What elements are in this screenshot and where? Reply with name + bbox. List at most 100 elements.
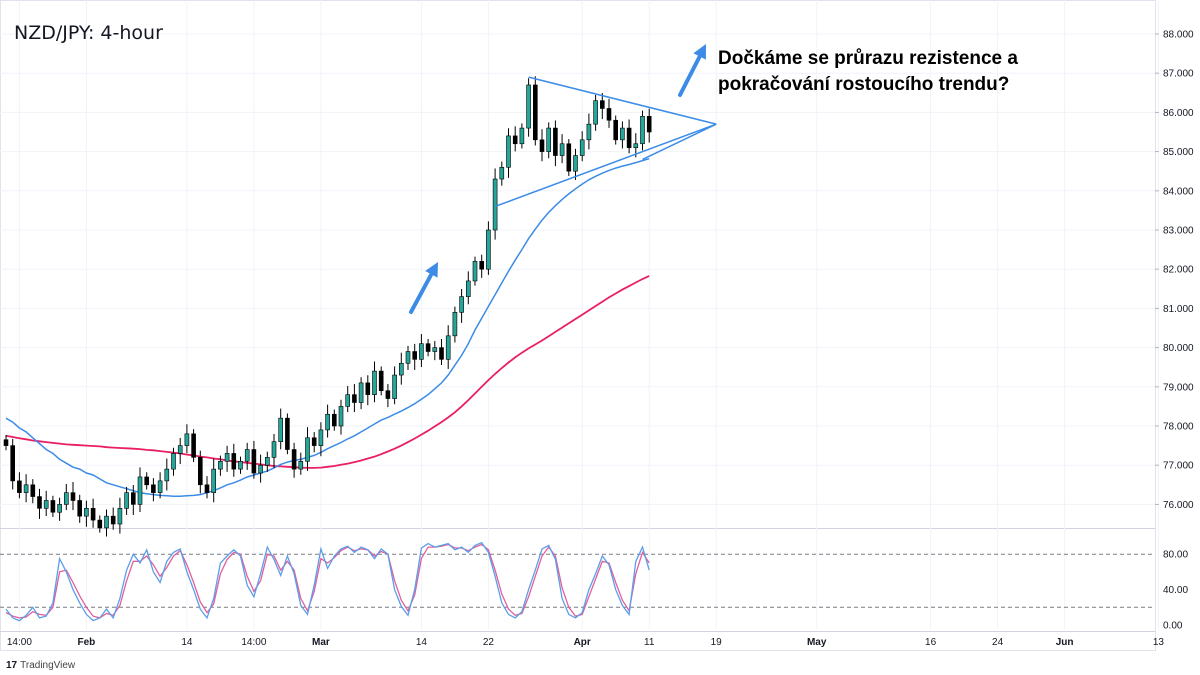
candle-down xyxy=(566,143,572,172)
candle-down xyxy=(385,390,391,399)
candle-down xyxy=(231,453,237,470)
candle-up xyxy=(506,135,511,168)
candle xyxy=(425,338,431,357)
time-tick-label: Feb xyxy=(78,637,96,648)
time-tick-label: Mar xyxy=(312,637,330,648)
time-tick-label: 14 xyxy=(416,637,428,648)
candle-down xyxy=(553,127,558,156)
candle-up xyxy=(211,468,216,493)
candle-up xyxy=(137,476,143,505)
candle xyxy=(137,467,143,513)
candle xyxy=(218,455,223,476)
candle xyxy=(131,484,136,515)
ma-slow-line xyxy=(5,275,650,469)
candle-up xyxy=(43,500,49,509)
candle-down xyxy=(198,457,203,486)
time-tick-label: 24 xyxy=(992,637,1004,648)
candle xyxy=(432,340,438,361)
candle-down xyxy=(613,119,619,141)
annotation-line-2: pokračování rostoucího trendu? xyxy=(718,74,1010,95)
candle-up xyxy=(325,413,330,431)
candle xyxy=(358,377,364,410)
candle-up xyxy=(104,515,109,529)
candle-up xyxy=(633,143,639,148)
candle-up xyxy=(372,370,377,395)
annotation-line-1: Dočkáme se průrazu rezistence a xyxy=(718,48,1018,69)
candle xyxy=(184,424,190,454)
candle xyxy=(586,113,592,150)
candle xyxy=(238,456,243,474)
candle xyxy=(258,454,263,483)
candle-up xyxy=(586,123,592,141)
price-tick-label: 83.000 xyxy=(1163,226,1194,237)
candle-up xyxy=(184,433,190,446)
candle xyxy=(64,484,69,511)
candle-up xyxy=(238,460,243,470)
candlesticks xyxy=(3,76,652,537)
triangle-upper-line xyxy=(528,76,717,125)
tradingview-label: TradingView xyxy=(20,660,76,671)
candle-up xyxy=(244,449,250,462)
candle-down xyxy=(77,500,82,517)
tradingview-logo-icon: 17 xyxy=(6,660,18,671)
candle xyxy=(392,366,397,405)
arrow-head xyxy=(425,262,438,278)
candle xyxy=(124,486,129,515)
candle xyxy=(559,134,565,164)
moving-averages xyxy=(5,157,650,497)
candle-up xyxy=(271,441,277,458)
candle xyxy=(57,497,62,521)
candle-down xyxy=(37,496,42,509)
candle xyxy=(405,345,411,370)
candle xyxy=(506,128,511,178)
candle xyxy=(465,271,471,305)
price-tick-label: 87.000 xyxy=(1163,69,1194,80)
candle-up xyxy=(358,382,364,403)
candle xyxy=(499,161,505,186)
candle xyxy=(171,447,176,476)
candle-up xyxy=(157,480,163,493)
arrow-shaft xyxy=(409,272,434,314)
candle-down xyxy=(311,437,317,446)
candle xyxy=(512,126,518,152)
candle xyxy=(526,78,531,137)
candle xyxy=(419,334,424,368)
price-tick-label: 76.000 xyxy=(1163,500,1194,511)
candle xyxy=(338,399,344,435)
candle-up xyxy=(573,155,578,172)
candle-down xyxy=(606,108,612,121)
price-tick-label: 85.000 xyxy=(1163,147,1194,158)
candle-up xyxy=(640,116,645,145)
candle-down xyxy=(285,417,290,450)
candle xyxy=(224,445,230,472)
candle-up xyxy=(117,508,123,525)
candle-up xyxy=(519,127,525,145)
candle-up xyxy=(452,312,458,337)
triangle-pattern xyxy=(494,76,717,208)
candle-down xyxy=(3,439,9,446)
candle xyxy=(633,133,639,158)
candle-up xyxy=(465,280,471,297)
ma-fast-line xyxy=(5,157,650,497)
candle xyxy=(593,94,598,131)
annotation-text: Dočkáme se průrazu rezistence a pokračov… xyxy=(718,46,1078,98)
candle-down xyxy=(646,116,652,133)
candle xyxy=(204,476,210,499)
candle-up xyxy=(64,492,69,505)
candle xyxy=(606,98,612,128)
oscillator-tick-label: 0.00 xyxy=(1163,621,1183,632)
price-tick-label: 82.000 xyxy=(1163,265,1194,276)
price-tick-label: 81.000 xyxy=(1163,304,1194,315)
candle-up xyxy=(472,261,478,282)
candle-up xyxy=(298,460,304,470)
candle-down xyxy=(599,100,605,109)
time-tick-label: 22 xyxy=(483,637,495,648)
time-tick-label: 14 xyxy=(181,637,193,648)
candle xyxy=(640,110,645,151)
candle-up xyxy=(499,166,505,180)
tradingview-branding[interactable]: 17 TradingView xyxy=(6,660,75,671)
candle xyxy=(305,427,310,471)
candle xyxy=(77,494,82,523)
candle-up xyxy=(459,296,464,313)
